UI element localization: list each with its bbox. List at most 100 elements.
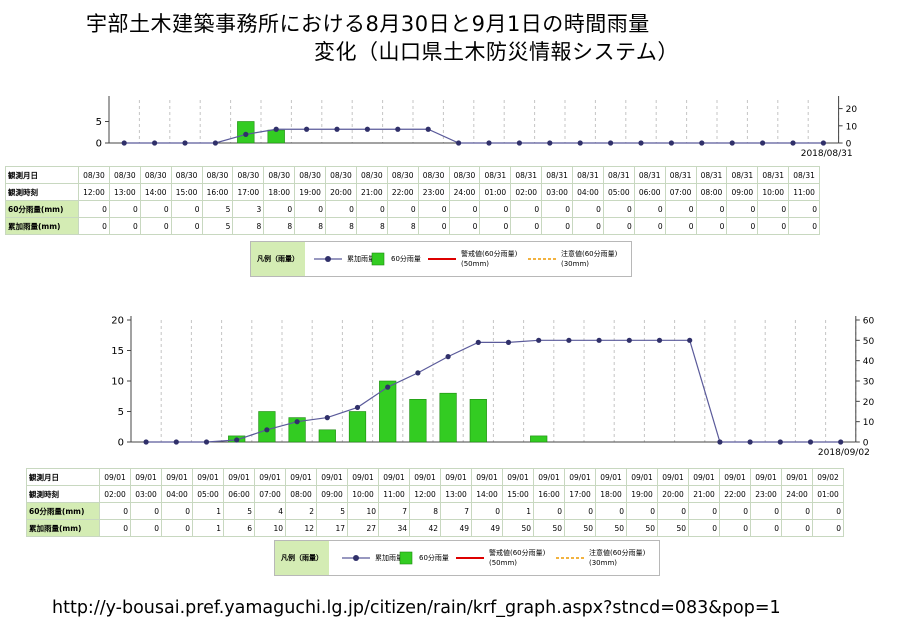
table-cell: 0 [757, 200, 790, 218]
table-cell: 08/31 [510, 166, 543, 184]
table-cell: 23:00 [417, 183, 450, 201]
table-cell: 0 [479, 217, 512, 235]
table-cell: 18:00 [595, 485, 627, 503]
table-cell: 8 [386, 217, 419, 235]
table-cell: 15:00 [502, 485, 534, 503]
table-cell: 09/01 [285, 468, 317, 486]
data-table-sep1: 観測月日 09/01 09/01 09/01 09/01 09/01 09/01 09/01 0… [26, 468, 844, 537]
table-cell: 09/01 [750, 468, 782, 486]
table-cell: 0 [78, 200, 110, 218]
cumulative-point [294, 419, 300, 425]
table-cell: 01:00 [812, 485, 844, 503]
table-cell: 16:00 [201, 183, 234, 201]
cumulative-point [182, 140, 188, 146]
table-cell: 0 [750, 519, 782, 537]
left-tick-label: 15 [111, 346, 124, 357]
cumulative-point [566, 337, 572, 343]
cumulative-point [777, 439, 783, 445]
cumulative-point [143, 439, 149, 445]
table-cell: 50 [595, 519, 627, 537]
cumulative-point [203, 439, 210, 445]
hourly-rain-bar [288, 417, 306, 443]
legend-cumulative: 累加雨量 [313, 242, 375, 276]
table-cell: 09/01 [502, 468, 534, 486]
table-cell: 0 [688, 519, 720, 537]
table-cell: 04:00 [572, 183, 604, 201]
time-row: 観測時刻 02:00 03:00 04:00 05:00 06:00 07:00 08:00 0… [26, 485, 844, 503]
table-cell: 0 [417, 200, 450, 218]
table-cell: 0 [108, 217, 141, 235]
legend-warning-label: 警戒値(60分雨量) (50mm) [461, 250, 518, 268]
right-tick-label: 50 [863, 337, 875, 347]
table-cell: 34 [378, 519, 410, 537]
table-cell: 09/01 [192, 468, 224, 486]
table-cell: 5 [223, 502, 255, 520]
table-cell: 8 [232, 217, 265, 235]
table-cell: 08/30 [170, 166, 203, 184]
legend-hourly-label: 60分雨量 [391, 255, 421, 263]
table-cell: 8 [355, 217, 388, 235]
source-url[interactable]: http://y-bousai.pref.yamaguchi.lg.jp/cit… [52, 598, 781, 618]
table-cell: 0 [633, 217, 666, 235]
table-cell: 08/30 [417, 166, 450, 184]
table-cell: 0 [541, 200, 573, 218]
table-cell: 0 [602, 217, 635, 235]
table-cell: 08/30 [386, 166, 419, 184]
table-cell: 21:00 [355, 183, 388, 201]
table-cell: 18:00 [263, 183, 296, 201]
legend-warning-symbol [456, 557, 484, 559]
table-cell: 10 [347, 502, 379, 520]
table-cell: 22:00 [386, 183, 419, 201]
table-cell: 08/31 [664, 166, 697, 184]
hourly-rain-bar [409, 399, 427, 443]
table-cell: 06:00 [223, 485, 255, 503]
table-cell: 0 [757, 217, 790, 235]
hourly-rain-bar [267, 129, 285, 144]
cumulative-point [820, 140, 827, 146]
cumulative-point [687, 337, 693, 343]
table-cell: 8 [263, 217, 296, 235]
table-cell: 08/30 [139, 166, 172, 184]
table-cell: 06:00 [633, 183, 666, 201]
cumulative-point [608, 140, 614, 146]
table-cell: 7 [378, 502, 410, 520]
table-cell: 07:00 [254, 485, 286, 503]
table-cell: 09/01 [533, 468, 565, 486]
table-cell: 17:00 [564, 485, 596, 503]
table-cell: 08/30 [355, 166, 388, 184]
table-cell: 09/01 [564, 468, 596, 486]
table-cell: 0 [572, 200, 604, 218]
cumulative-point [596, 337, 602, 343]
table-cell: 24:00 [781, 485, 813, 503]
table-cell: 0 [564, 502, 596, 520]
table-cell: 12 [285, 519, 317, 537]
end-date-label: 2018/09/02 [818, 448, 870, 458]
cumulative-point [547, 140, 553, 146]
table-cell: 12:00 [78, 183, 110, 201]
legend-hourly: 60分雨量 [397, 541, 449, 575]
table-cell: 09/01 [161, 468, 193, 486]
right-tick-label: 0 [846, 140, 852, 150]
legend-warning-label: 警戒値(60分雨量) (50mm) [489, 549, 546, 567]
table-cell: 09/01 [223, 468, 255, 486]
table-cell: 24:00 [448, 183, 481, 201]
chart-legend-sep1: 凡例（雨量） 累加雨量 60分雨量 警戒値(60分雨量) (50mm) 注意値(60分雨量… [274, 540, 660, 576]
table-cell: 49 [440, 519, 472, 537]
cumulative-point [626, 337, 632, 343]
table-cell: 02:00 [99, 485, 131, 503]
date-row: 観測月日 09/01 09/01 09/01 09/01 09/01 09/01 09/01 0… [26, 468, 844, 486]
table-cell: 0 [633, 200, 666, 218]
table-cell: 0 [664, 200, 697, 218]
table-cell: 10:00 [757, 183, 790, 201]
table-cell: 0 [788, 217, 820, 235]
right-tick-label: 60 [863, 317, 875, 327]
table-cell: 08/31 [633, 166, 666, 184]
table-cell: 13:00 [440, 485, 472, 503]
table-cell: 0 [812, 519, 844, 537]
table-cell: 0 [510, 200, 543, 218]
table-cell: 50 [626, 519, 658, 537]
table-cell: 0 [99, 519, 131, 537]
table-cell: 13:00 [108, 183, 141, 201]
cumulative-point [456, 140, 462, 146]
table-cell: 0 [386, 200, 419, 218]
